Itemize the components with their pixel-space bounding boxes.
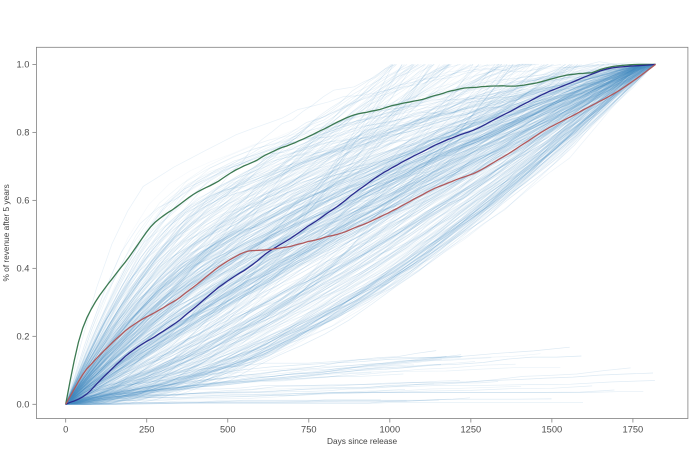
svg-text:1.0: 1.0: [16, 60, 29, 70]
svg-text:Days since release: Days since release: [327, 436, 397, 446]
svg-text:0.6: 0.6: [16, 196, 29, 206]
svg-text:0.4: 0.4: [16, 264, 29, 274]
svg-text:0.0: 0.0: [16, 400, 29, 410]
svg-text:1000: 1000: [379, 425, 400, 435]
svg-text:% of revenue after 5 years: % of revenue after 5 years: [1, 184, 11, 281]
svg-text:500: 500: [220, 425, 236, 435]
svg-text:0.2: 0.2: [16, 332, 29, 342]
svg-text:0.8: 0.8: [16, 128, 29, 138]
svg-text:1250: 1250: [460, 425, 481, 435]
svg-text:250: 250: [139, 425, 155, 435]
svg-text:750: 750: [301, 425, 317, 435]
svg-text:0: 0: [63, 425, 68, 435]
svg-text:1500: 1500: [542, 425, 563, 435]
svg-text:1750: 1750: [623, 425, 644, 435]
